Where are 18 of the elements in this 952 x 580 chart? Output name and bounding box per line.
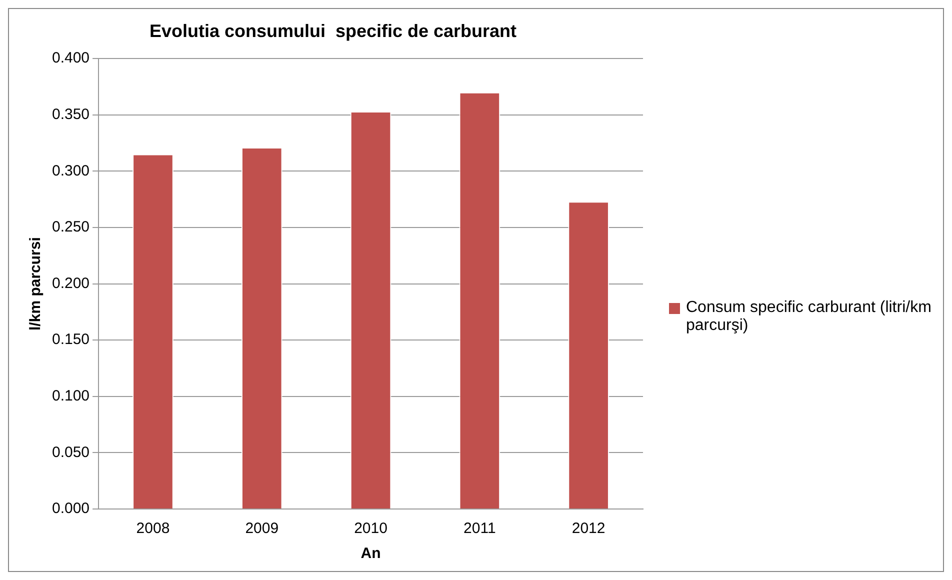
y-tick-label: 0.250 xyxy=(52,218,90,236)
y-tick-label: 0.300 xyxy=(52,162,90,180)
y-axis-title: l/km parcursi xyxy=(27,237,44,330)
x-tick-label: 2010 xyxy=(354,520,388,538)
legend-label: Consum specific carburant (litri/km parcurşi) xyxy=(686,299,932,335)
x-tick-label: 2012 xyxy=(572,520,606,538)
x-tick-label: 2011 xyxy=(464,520,496,538)
chart-title: Evolutia consumului specific de carburant xyxy=(149,20,517,41)
y-tick-label: 0.350 xyxy=(52,106,90,124)
y-tick-label: 0.100 xyxy=(52,388,90,405)
y-tick-label: 0.400 xyxy=(52,50,90,67)
y-tick-label: 0.050 xyxy=(52,444,90,461)
x-axis-title: An xyxy=(360,545,381,562)
y-tick-label: 0.000 xyxy=(52,500,90,518)
x-tick-label: 2008 xyxy=(136,520,170,538)
x-tick-label: 2009 xyxy=(245,520,279,538)
y-tick-label: 0.150 xyxy=(52,331,90,348)
y-tick-label: 0.200 xyxy=(52,274,90,292)
